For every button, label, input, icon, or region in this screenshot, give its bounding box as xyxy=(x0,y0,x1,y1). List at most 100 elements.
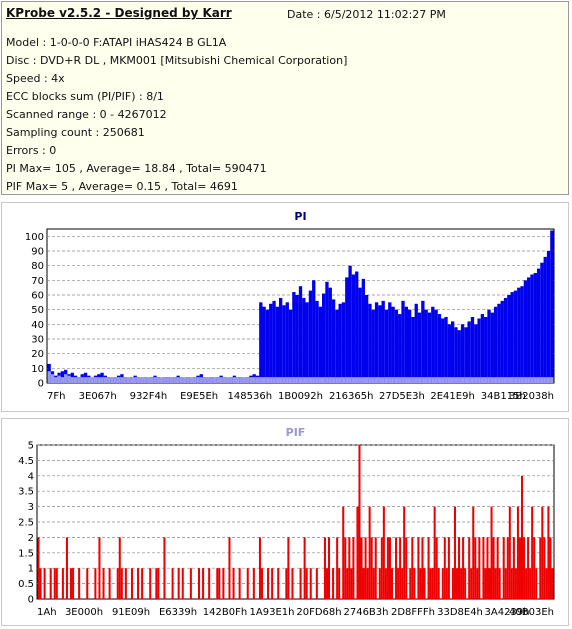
pi-bar xyxy=(384,309,389,383)
pif-bar xyxy=(216,568,219,599)
pi-bar xyxy=(441,318,445,383)
pif-bar xyxy=(197,568,201,599)
pi-total-bar xyxy=(550,377,554,383)
pi-y-tick-label: 60 xyxy=(31,291,44,302)
pif-bar xyxy=(435,537,438,599)
pif-bar xyxy=(141,568,144,599)
pi-bar xyxy=(371,309,375,383)
pi-total-bar xyxy=(431,377,435,383)
pi-bar xyxy=(536,268,541,383)
pif-bar xyxy=(267,568,270,599)
pi-bar xyxy=(368,303,372,383)
pi-bar xyxy=(295,295,299,383)
pif-bar xyxy=(525,568,528,599)
pi-bar xyxy=(434,309,438,383)
pif-bar xyxy=(417,537,420,599)
pif-bar xyxy=(374,537,377,599)
pif-bar xyxy=(228,537,231,599)
app-title: KProbe v2.5.2 - Designed by Karr xyxy=(6,6,232,20)
pi-total-bar xyxy=(493,377,498,383)
pi-bar xyxy=(454,327,458,383)
pi-total-bar xyxy=(216,377,220,383)
pif-bar xyxy=(390,568,394,599)
pif-y-tick-label: 4 xyxy=(28,471,34,482)
pif-bar xyxy=(443,537,446,599)
pi-x-tick-label: 7Fh xyxy=(47,391,65,402)
pif-bar xyxy=(94,568,97,599)
pif-bar xyxy=(328,537,331,599)
pi-bar xyxy=(421,300,425,383)
pi-total-bar xyxy=(103,377,108,383)
pi-bar xyxy=(484,317,488,383)
pi-bar xyxy=(467,321,471,383)
pi-bar xyxy=(325,281,329,383)
pif-bar xyxy=(78,568,81,599)
pi-total-bar xyxy=(341,377,346,383)
pi-bar xyxy=(474,324,478,383)
pi-bar xyxy=(308,290,313,383)
pif-bar xyxy=(348,537,351,599)
pi-total-bar xyxy=(176,377,180,383)
pi-total-bar xyxy=(437,377,442,383)
pi-total-bar xyxy=(236,377,240,383)
pi-bar xyxy=(381,300,385,383)
pi-total-bar xyxy=(335,377,339,383)
pif-bar xyxy=(464,568,467,599)
pif-bar xyxy=(277,568,280,599)
pif-y-tick-label: 3.5 xyxy=(18,487,34,498)
pi-bar xyxy=(503,297,508,383)
pi-total-bar xyxy=(546,377,551,383)
pif-bar xyxy=(118,537,121,599)
pi-total-bar xyxy=(345,377,349,383)
pi-bar xyxy=(328,287,332,383)
pi-bar xyxy=(298,286,303,383)
pi-title: PI xyxy=(294,210,306,223)
pi-bar xyxy=(520,286,524,383)
pi-total-bar xyxy=(222,377,227,383)
pi-total-bar xyxy=(464,377,468,383)
pi-total-bar xyxy=(467,377,471,383)
pi-total-bar xyxy=(239,377,243,383)
pi-total-bar xyxy=(196,377,200,383)
pi-bar xyxy=(533,273,537,383)
pif-bar xyxy=(305,568,308,599)
pi-total-bar xyxy=(378,377,382,383)
pif-bar xyxy=(445,568,448,599)
pi-total-bar xyxy=(272,377,276,383)
pif-bar xyxy=(388,537,391,599)
pi-bar xyxy=(322,293,326,383)
model-line: Model : 1-0-0-0 F:ATAPI iHAS424 B GL1A xyxy=(6,36,227,49)
pif-bar xyxy=(218,568,221,599)
pi-bar xyxy=(355,271,359,383)
pif-bar xyxy=(70,568,73,599)
pi-total-bar xyxy=(87,377,91,383)
pi-total-bar xyxy=(520,377,524,383)
pi-total-bar xyxy=(249,377,253,383)
pif-bar xyxy=(472,506,475,599)
pif-bar xyxy=(222,568,225,599)
pi-total-bar xyxy=(50,374,55,383)
pi-summary-line: PI Max= 105 , Average= 18.84 , Total= 59… xyxy=(6,162,267,175)
pif-bar xyxy=(72,568,75,599)
range-line: Scanned range : 0 - 4267012 xyxy=(6,108,167,121)
pif-bar xyxy=(535,568,538,599)
pi-total-bar xyxy=(434,377,438,383)
pi-total-bar xyxy=(229,377,233,383)
pi-bar xyxy=(414,303,418,383)
pi-total-bar xyxy=(513,377,518,383)
pif-x-tick-label: 20FD68h xyxy=(296,607,341,618)
pi-total-bar xyxy=(219,377,223,383)
pi-chart: PI 0 10 20 30 40 50 60 70 80 90 100 7Fh 3E067h 932F4h E… xyxy=(25,210,555,402)
pi-total-bar xyxy=(318,377,322,383)
pif-bar xyxy=(382,506,385,599)
pi-total-bar xyxy=(93,377,98,383)
pi-total-bar xyxy=(100,377,104,383)
pif-bar xyxy=(460,568,463,599)
pi-total-bar xyxy=(140,377,144,383)
pif-bar xyxy=(484,568,487,599)
pi-total-bar xyxy=(470,377,475,383)
pif-bar xyxy=(411,537,414,599)
pif-bar xyxy=(506,537,509,599)
pif-bar xyxy=(309,568,312,599)
pi-total-bar xyxy=(543,377,547,383)
